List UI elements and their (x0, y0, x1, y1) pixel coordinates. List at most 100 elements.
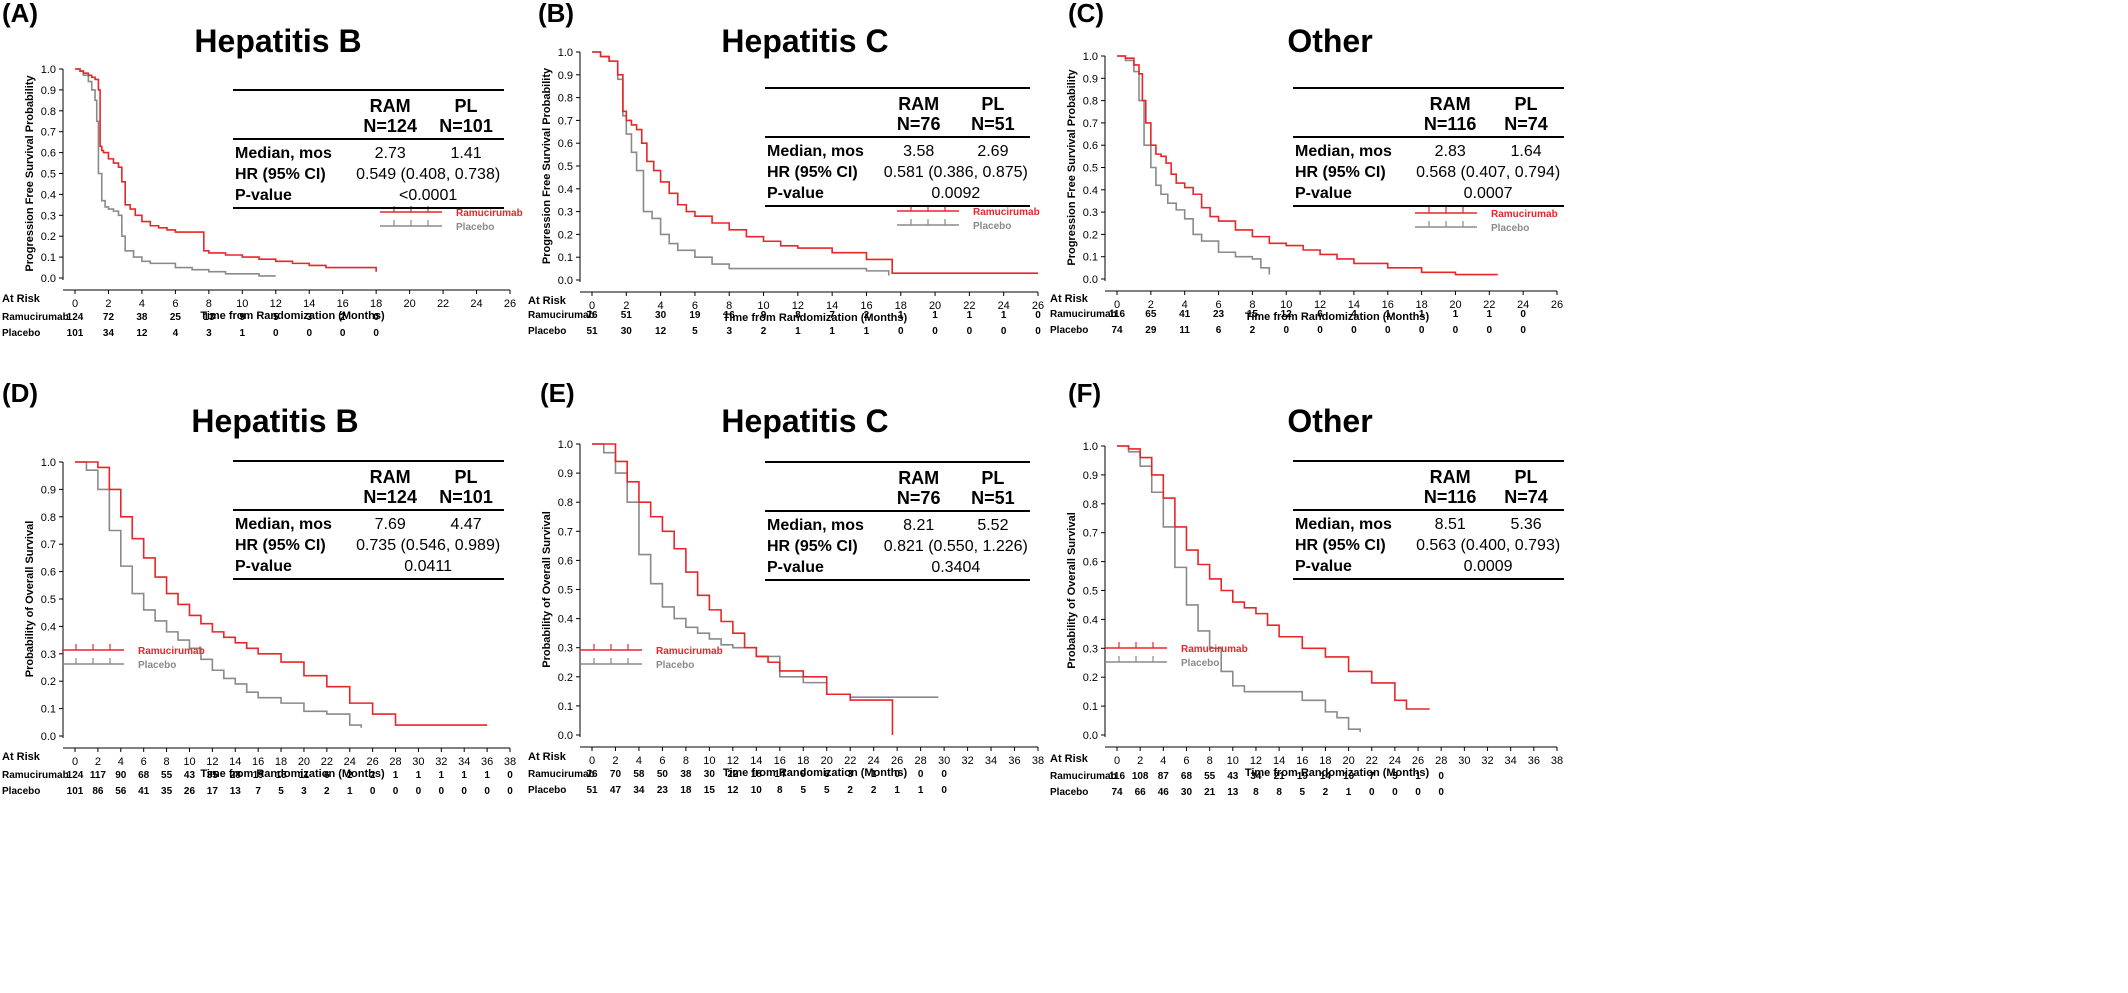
at-risk-count: 0 (941, 785, 947, 796)
col-header-ram: RAM (1430, 94, 1471, 114)
y-tick-label: 0.6 (1083, 140, 1098, 152)
at-risk-count: 4 (1351, 309, 1357, 320)
col-header-pl: PL (981, 94, 1004, 114)
x-axis-title: Time from Randomization (Months) (1245, 767, 1430, 779)
curve-placebo (1117, 55, 1271, 275)
at-risk-count: 2 (324, 786, 330, 797)
at-risk-count: 1 (864, 326, 870, 337)
y-tick-label: 0.9 (1083, 470, 1098, 482)
at-risk-count: 0 (967, 326, 973, 337)
curve-ramucirumab (75, 461, 488, 726)
x-tick-label: 20 (298, 756, 310, 768)
at-risk-row-label: Placebo (2, 328, 40, 339)
stats-table: RAM PL N=76 N=51 Median, mos 8.21 5.52 HR (95% … (765, 461, 1030, 581)
curve-ramucirumab (592, 51, 1038, 274)
x-tick-label: 6 (1183, 755, 1189, 767)
x-tick-label: 22 (1366, 755, 1378, 767)
at-risk-count: 25 (170, 312, 182, 323)
panel-title: Hepatitis B (194, 23, 361, 59)
at-risk-count: 30 (1181, 787, 1193, 798)
curve-placebo (1117, 445, 1361, 733)
at-risk-count: 1 (829, 326, 835, 337)
x-tick-label: 16 (1296, 755, 1308, 767)
y-tick-label: 0.7 (1083, 118, 1098, 130)
median-label: Median, mos (767, 517, 864, 534)
at-risk-header: At Risk (528, 751, 567, 763)
x-tick-label: 14 (1273, 755, 1285, 767)
at-risk-count: 18 (751, 769, 763, 780)
panel-d: (D) Hepatitis B 0.0 0.1 0.2 0.3 0.4 0.5 0.6 0.7 0.… (2, 378, 516, 797)
legend: Ramucirumab Placebo (62, 644, 205, 671)
at-risk-count: 9 (800, 769, 806, 780)
x-tick-label: 26 (891, 755, 903, 767)
at-risk-header: At Risk (528, 295, 567, 307)
x-tick-label: 22 (437, 298, 449, 310)
at-risk-count: 29 (1145, 325, 1157, 336)
x-tick-label: 22 (844, 755, 856, 767)
x-tick-label: 12 (270, 298, 282, 310)
y-tick-label: 0.8 (558, 93, 573, 105)
hr-label: HR (95% CI) (235, 537, 326, 554)
col-header-ram: RAM (370, 467, 411, 487)
panel-label: (D) (2, 378, 38, 408)
x-tick-label: 2 (105, 298, 111, 310)
y-tick-label: 0.3 (1083, 207, 1098, 219)
x-tick-label: 32 (1481, 755, 1493, 767)
x-tick-label: 6 (1215, 299, 1221, 311)
legend-label-placebo: Placebo (138, 660, 176, 671)
x-tick-label: 18 (895, 300, 907, 312)
hr-label: HR (95% CI) (767, 164, 858, 181)
x-tick-label: 28 (1435, 755, 1447, 767)
x-tick-label: 36 (1528, 755, 1540, 767)
y-tick-label: 0.4 (41, 189, 56, 201)
at-risk-count: 1 (416, 770, 422, 781)
x-tick-label: 16 (860, 300, 872, 312)
at-risk-count: 35 (161, 786, 173, 797)
at-risk-count: 5 (824, 785, 830, 796)
x-tick-label: 10 (1227, 755, 1239, 767)
y-axis-title: Probability of Overall Survival (24, 521, 36, 678)
stats-table: RAM PL N=124 N=101 Median, mos 7.69 4.47 HR (95… (233, 460, 504, 580)
y-tick-label: 0.6 (41, 148, 56, 160)
at-risk-count: 38 (136, 312, 148, 323)
legend-label-ramucirumab: Ramucirumab (656, 646, 723, 657)
x-tick-label: 20 (1449, 299, 1461, 311)
median-label: Median, mos (235, 516, 332, 533)
y-tick-label: 0.0 (1083, 274, 1098, 286)
at-risk-row-label: Placebo (1050, 787, 1088, 798)
x-tick-label: 24 (344, 756, 356, 768)
p-value: 0.0092 (931, 185, 980, 202)
at-risk-count: 8 (795, 310, 801, 321)
x-tick-label: 26 (1551, 299, 1563, 311)
hr-value: 0.581 (0.386, 0.875) (884, 164, 1028, 181)
at-risk-count: 0 (1317, 325, 1323, 336)
at-risk-count: 34 (633, 785, 645, 796)
at-risk-count: 1 (461, 770, 467, 781)
at-risk-count: 0 (507, 786, 513, 797)
y-tick-label: 0.1 (41, 704, 56, 716)
at-risk-count: 30 (621, 326, 633, 337)
x-tick-label: 30 (938, 755, 950, 767)
at-risk-count: 0 (1035, 326, 1041, 337)
at-risk-count: 5 (1299, 787, 1305, 798)
x-tick-label: 14 (750, 755, 762, 767)
at-risk-count: 21 (1274, 771, 1286, 782)
y-tick-label: 1.0 (41, 64, 56, 76)
at-risk-count: 7 (255, 786, 261, 797)
y-tick-label: 0.4 (1083, 185, 1098, 197)
at-risk-count: 2 (847, 785, 853, 796)
at-risk-count: 3 (206, 328, 212, 339)
at-risk-count: 0 (1438, 787, 1444, 798)
y-tick-label: 0.4 (558, 184, 573, 196)
y-axis-title: Progression Free Survival Probability (541, 67, 553, 264)
x-tick-label: 2 (623, 300, 629, 312)
x-tick-label: 28 (915, 755, 927, 767)
at-risk-count: 3 (301, 786, 307, 797)
x-tick-label: 16 (337, 298, 349, 310)
curve-ramucirumab (1117, 445, 1430, 710)
y-tick-label: 0.7 (41, 127, 56, 139)
at-risk-count: 1 (393, 770, 399, 781)
median-ram: 7.69 (375, 516, 406, 533)
